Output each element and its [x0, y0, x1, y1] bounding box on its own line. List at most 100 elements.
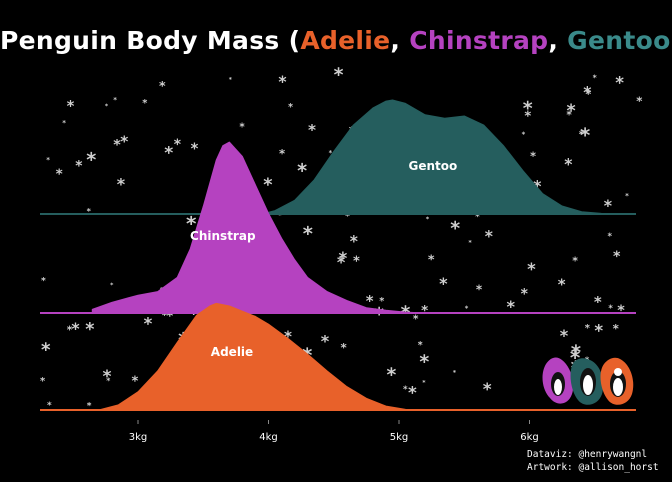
snowflake-icon: *	[120, 133, 128, 151]
snowflake-icon: *	[278, 211, 282, 219]
snowflake-icon: *	[408, 383, 417, 403]
snowflake-icon: *	[345, 212, 350, 222]
density-area-gentoo	[261, 99, 622, 215]
snowflake-icon: *	[46, 155, 50, 164]
snowflake-icon: *	[428, 252, 435, 267]
snowflake-icon: *	[341, 341, 347, 355]
snowflake-icon: *	[421, 303, 428, 319]
credit-artwork: Artwork: @allison_horst	[527, 462, 659, 473]
snowflake-icon: *	[476, 282, 483, 296]
snowflake-icon: *	[615, 72, 624, 92]
snowflake-icon: *	[530, 150, 536, 163]
snowflake-icon: *	[41, 276, 46, 287]
snowflake-icon: *	[453, 369, 457, 377]
snowflake-icon: *	[583, 82, 591, 101]
title-suffix: )	[671, 26, 672, 55]
snowflake-icon: *	[366, 292, 374, 310]
snowflake-icon: *	[105, 103, 109, 110]
snowflake-icon: *	[337, 252, 346, 271]
snowflake-icon: *	[468, 238, 472, 246]
series-label-gentoo: Gentoo	[409, 159, 458, 173]
snowflake-icon: *	[113, 137, 121, 153]
snowflake-icon: *	[439, 274, 448, 293]
snowflake-icon: *	[593, 73, 597, 82]
snowflake-icon: *	[608, 304, 613, 314]
snowflake-icon: *	[186, 213, 196, 236]
snowflake-icon: *	[67, 98, 75, 115]
snowflake-icon: *	[87, 402, 92, 412]
snowflake-icon: *	[579, 130, 584, 140]
snowflake-icon: *	[164, 144, 173, 164]
snowflake-icon: *	[303, 223, 313, 246]
snowflake-icon: *	[103, 367, 112, 387]
snowflake-icon: *	[229, 76, 233, 83]
snowflake-icon: *	[403, 385, 408, 395]
snowflake-icon: *	[353, 254, 360, 269]
snowflake-icon: *	[379, 296, 384, 307]
snowflake-icon: *	[41, 340, 51, 361]
penguin-trio-icon	[542, 357, 634, 405]
snowflake-icon: *	[585, 88, 591, 101]
snowflake-icon: *	[117, 174, 126, 193]
x-tick-label: 4kg	[259, 432, 278, 443]
snowflake-icon: *	[613, 321, 619, 335]
snowflake-icon: *	[613, 249, 621, 265]
series-label-chinstrap: Chinstrap	[190, 229, 256, 243]
snowflake-icon: *	[475, 213, 480, 223]
snowflake-icon: *	[564, 155, 572, 173]
snowflake-icon: *	[297, 159, 307, 182]
title-species-chinstrap: Chinstrap	[409, 26, 549, 55]
snowflake-icon: *	[426, 215, 430, 223]
snowflake-icon: *	[87, 206, 92, 216]
snowflake-icon: *	[604, 196, 612, 215]
snowflake-icon: *	[284, 327, 292, 345]
snowflake-icon: *	[189, 304, 199, 325]
snowflake-icon: *	[329, 149, 333, 157]
snowflake-icon: *	[144, 314, 153, 333]
snowflake-icon: *	[533, 178, 541, 196]
snowflake-icon: *	[339, 248, 348, 268]
snowflake-icon: *	[350, 233, 358, 251]
snowflake-icon: *	[159, 78, 166, 93]
snowflake-icon: *	[113, 95, 117, 104]
snowflake-icon: *	[263, 176, 272, 196]
title-separator: ,	[548, 26, 568, 55]
snowflake-icon: *	[86, 149, 96, 172]
snowflake-icon: *	[279, 147, 285, 161]
snowflake-icon: *	[523, 98, 533, 120]
snowflake-icon: *	[422, 379, 426, 386]
snowflake-icon: *	[239, 122, 245, 133]
snowflake-icon: *	[71, 319, 79, 338]
title-prefix: Penguin Body Mass (	[0, 26, 301, 55]
snowflake-icon: *	[174, 137, 181, 153]
snowflake-icon: *	[419, 351, 429, 373]
snowflake-icon: *	[56, 167, 63, 183]
snowflake-icon: *	[567, 102, 576, 122]
snowflake-icon: *	[521, 286, 529, 302]
snowflake-icon: *	[594, 293, 602, 311]
snowflake-icon: *	[334, 65, 344, 86]
snowflake-icon: *	[558, 276, 566, 294]
snowflake-icon: *	[75, 158, 82, 174]
snowflake-icon: *	[162, 311, 168, 322]
snowflake-icon: *	[570, 346, 580, 369]
x-tick-label: 3kg	[129, 432, 148, 443]
snowflake-icon: *	[110, 282, 114, 289]
density-area-adelie	[98, 302, 426, 411]
snowflake-icon: *	[47, 401, 52, 411]
snowflake-icon: *	[522, 131, 526, 139]
snowflake-icon: *	[594, 321, 603, 341]
series-label-adelie: Adelie	[211, 345, 253, 359]
chart-title: Penguin Body Mass (Adelie, Chinstrap, Ge…	[0, 26, 672, 55]
snowflake-icon: *	[40, 376, 46, 387]
snowflake-icon: *	[308, 121, 316, 139]
snowflake-icon: *	[483, 380, 492, 400]
snowflake-icon: *	[418, 340, 423, 351]
snowflake-icon: *	[387, 365, 397, 386]
snowflake-icon: *	[524, 110, 531, 125]
x-tick-label: 6kg	[520, 432, 539, 443]
title-species-adelie: Adelie	[300, 26, 391, 55]
snowflake-icon: *	[507, 297, 516, 316]
snowflake-icon: *	[608, 232, 613, 242]
